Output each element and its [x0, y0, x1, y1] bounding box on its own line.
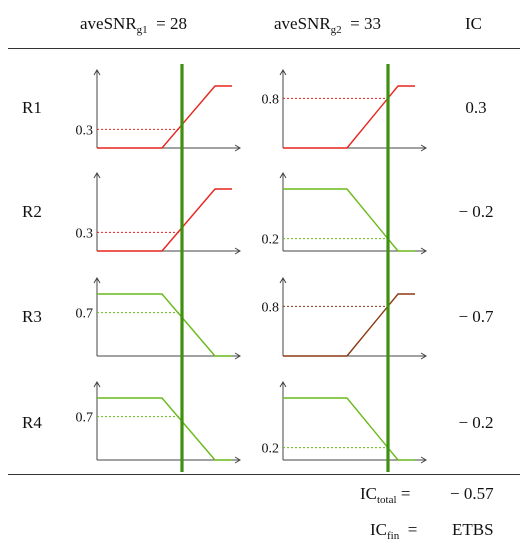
ic-fin-value: ETBS	[452, 520, 494, 539]
r4-g1-x-arrow	[234, 456, 241, 464]
r1-g2-membership-curve	[283, 85, 415, 149]
r2-g2-y-arrow	[279, 172, 287, 179]
r2-g2-x-arrow	[420, 247, 427, 255]
header-col3: IC	[465, 14, 482, 33]
ic-total-value: − 0.57	[450, 484, 494, 503]
r3-g2-x-arrow	[420, 352, 427, 360]
ic-value-r4: − 0.2	[458, 413, 494, 432]
r1-g1-level-label: 0.3	[76, 123, 94, 138]
r1-g1-x-arrow	[234, 144, 241, 152]
r4-g2-level-label: 0.2	[262, 442, 280, 457]
header-col1-label: aveSNR	[80, 14, 137, 33]
row-label-r3: R3	[22, 307, 42, 326]
r3-g1-level-label: 0.7	[76, 307, 94, 322]
r4-g1-y-arrow	[93, 381, 101, 388]
header-col2-sub: g2	[330, 24, 342, 36]
header-col2-label: aveSNR	[274, 14, 331, 33]
r2-g2-level-label: 0.2	[262, 233, 280, 248]
r3-g2-level-label: 0.8	[262, 300, 280, 315]
r3-g1-y-arrow	[93, 277, 101, 284]
row-label-r4: R4	[22, 413, 42, 432]
header-col2-value: = 33	[350, 14, 382, 33]
r2-g1-x-arrow	[234, 247, 241, 255]
r3-g2-membership-curve	[283, 293, 415, 357]
r4-g2-x-arrow	[420, 456, 427, 464]
r2-g1-level-label: 0.3	[76, 226, 94, 241]
r3-g1-x-arrow	[234, 352, 241, 360]
r4-g2-membership-curve	[283, 397, 415, 461]
ic-value-r2: − 0.2	[458, 202, 494, 221]
header-col1-value: = 28	[156, 14, 188, 33]
r4-g1-membership-curve	[97, 397, 232, 461]
r1-g2-x-arrow	[420, 144, 427, 152]
ic-total-label: ICtotal =	[360, 484, 411, 506]
r4-g2-y-arrow	[279, 381, 287, 388]
row-label-r1: R1	[22, 98, 42, 117]
top-rule	[8, 48, 520, 50]
bottom-rule	[8, 474, 520, 476]
r4-g1-level-label: 0.7	[76, 411, 94, 426]
r1-g1-membership-curve	[97, 85, 232, 149]
r3-g2-y-arrow	[279, 277, 287, 284]
r2-g2-membership-curve	[283, 188, 415, 252]
ic-fin-label: ICfin =	[370, 520, 418, 542]
r1-g2-level-label: 0.8	[262, 92, 280, 107]
r2-g1-membership-curve	[97, 188, 232, 252]
r1-g2-y-arrow	[279, 69, 287, 76]
ic-value-r3: − 0.7	[458, 307, 494, 326]
header-col1: aveSNRg1 = 28	[80, 14, 187, 36]
row-label-r2: R2	[22, 202, 42, 221]
r1-g1-y-arrow	[93, 69, 101, 76]
header-col2: aveSNRg2 = 33	[274, 14, 381, 36]
header-col1-sub: g1	[136, 24, 148, 36]
ic-value-r1: 0.3	[465, 98, 487, 117]
r2-g1-y-arrow	[93, 172, 101, 179]
r3-g1-membership-curve	[97, 293, 232, 357]
